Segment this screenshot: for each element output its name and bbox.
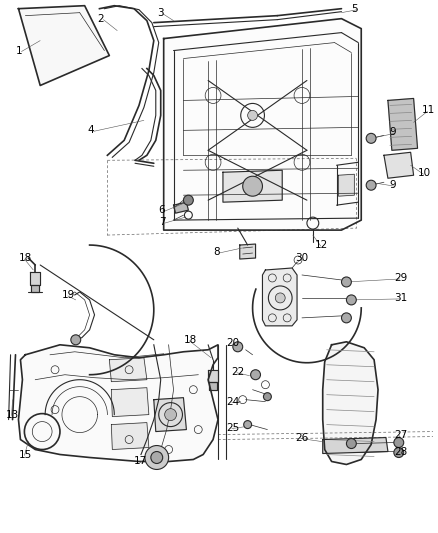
Circle shape — [243, 176, 262, 196]
Text: 25: 25 — [226, 423, 239, 433]
Polygon shape — [208, 370, 218, 382]
Circle shape — [276, 293, 285, 303]
Circle shape — [346, 439, 356, 449]
Polygon shape — [111, 423, 149, 449]
Polygon shape — [323, 438, 388, 454]
Text: 13: 13 — [6, 410, 19, 419]
Polygon shape — [262, 268, 297, 326]
Text: 10: 10 — [417, 168, 431, 178]
Circle shape — [145, 446, 169, 470]
Circle shape — [263, 393, 272, 401]
Text: 3: 3 — [157, 7, 163, 18]
Circle shape — [247, 110, 258, 120]
Text: 9: 9 — [389, 127, 396, 138]
Circle shape — [346, 295, 356, 305]
Polygon shape — [154, 398, 187, 432]
Polygon shape — [339, 174, 354, 196]
Circle shape — [244, 421, 251, 429]
Text: 22: 22 — [231, 367, 244, 377]
Circle shape — [342, 313, 351, 323]
Text: 4: 4 — [88, 125, 94, 135]
Text: 31: 31 — [394, 293, 407, 303]
Text: 18: 18 — [18, 253, 32, 263]
Text: 28: 28 — [394, 447, 407, 457]
Polygon shape — [18, 345, 218, 462]
Circle shape — [366, 133, 376, 143]
Text: 1: 1 — [15, 45, 22, 55]
Text: 27: 27 — [394, 430, 407, 440]
Text: 11: 11 — [421, 106, 435, 116]
Polygon shape — [209, 382, 217, 390]
Text: 26: 26 — [295, 433, 308, 442]
Text: 8: 8 — [213, 247, 220, 257]
Circle shape — [342, 277, 351, 287]
Text: 29: 29 — [394, 273, 407, 283]
Text: 7: 7 — [159, 217, 166, 227]
Polygon shape — [164, 19, 361, 230]
Text: 12: 12 — [315, 240, 328, 250]
Polygon shape — [173, 202, 188, 213]
Text: 30: 30 — [295, 253, 308, 263]
Text: 5: 5 — [351, 4, 358, 14]
Text: 2: 2 — [98, 14, 104, 23]
Text: 19: 19 — [62, 290, 75, 300]
Polygon shape — [111, 387, 149, 417]
Circle shape — [233, 342, 243, 352]
Text: 9: 9 — [389, 180, 396, 190]
Polygon shape — [110, 358, 147, 382]
Circle shape — [151, 451, 162, 464]
Polygon shape — [18, 6, 110, 85]
Polygon shape — [388, 99, 417, 150]
Circle shape — [184, 195, 193, 205]
Polygon shape — [323, 342, 378, 464]
Text: 18: 18 — [184, 335, 197, 345]
Circle shape — [165, 409, 177, 421]
Polygon shape — [31, 285, 39, 292]
Polygon shape — [384, 152, 413, 178]
Circle shape — [366, 180, 376, 190]
Circle shape — [394, 448, 404, 457]
Circle shape — [394, 438, 404, 448]
Text: 20: 20 — [226, 338, 239, 348]
Circle shape — [251, 370, 261, 379]
Text: 15: 15 — [18, 449, 32, 459]
Text: 17: 17 — [134, 456, 147, 466]
Polygon shape — [30, 272, 40, 285]
Polygon shape — [240, 244, 255, 259]
Polygon shape — [223, 170, 282, 202]
Text: 6: 6 — [159, 205, 166, 215]
Text: 24: 24 — [226, 397, 239, 407]
Circle shape — [71, 335, 81, 345]
